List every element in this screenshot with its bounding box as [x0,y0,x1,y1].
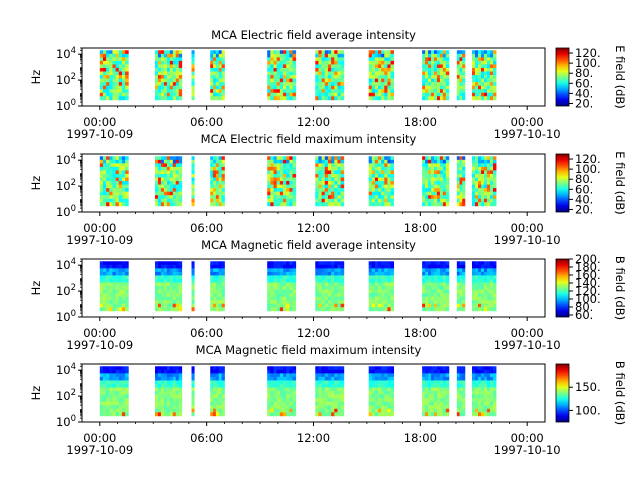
colorbar-tick-label: 60. [575,76,593,90]
x-tick-label: 00:00 [511,326,544,340]
x-tick-date: 1997-10-10 [494,233,561,247]
y-axis-label: Hz [29,176,43,191]
x-tick-date: 1997-10-09 [66,127,133,141]
x-tick-label: 00:00 [83,221,116,235]
colorbar-tick-label: 120. [575,284,601,298]
colorbar-tick-label: 180. [575,260,601,274]
x-tick-label: 00:00 [83,431,116,445]
x-tick-date: 1997-10-09 [66,233,133,247]
colorbar-tick-label: 120. [575,46,601,60]
colorbar-label: E field (dB) [613,151,627,215]
spectrogram-image [99,261,497,312]
y-tick-label: 102 [56,283,76,298]
panel-title: MCA Electric field maximum intensity [201,132,417,146]
spectrogram-image [99,156,497,207]
colorbar-tick-label: 80. [575,66,593,80]
y-tick-label: 102 [56,178,76,193]
colorbar [555,363,570,423]
spectrogram-image [99,50,497,101]
colorbar-tick-label: 140. [575,276,601,290]
panel-4: MCA Magnetic field maximum intensity Hz 10… [29,343,627,457]
x-tick-date: 1997-10-10 [494,443,561,457]
x-tick-label: 18:00 [404,431,437,445]
colorbar-tick-label: 20. [575,96,593,110]
x-tick-label: 06:00 [190,221,223,235]
colorbar-tick-label: 160. [575,268,601,282]
colorbar [555,153,570,213]
x-tick-label: 00:00 [511,115,544,129]
y-tick-label: 104 [56,46,76,61]
colorbar-label: B field (dB) [613,256,627,320]
x-tick-label: 12:00 [297,431,330,445]
colorbar-tick-label: 20. [575,202,593,216]
colorbar-tick-label: 100. [575,292,601,306]
x-tick-label: 12:00 [297,326,330,340]
colorbar-label: E field (dB) [613,45,627,109]
colorbar-tick-label: 80. [575,172,593,186]
y-tick-label: 100 [56,309,76,324]
panel-title: MCA Magnetic field maximum intensity [196,343,422,357]
y-tick-label: 104 [56,257,76,272]
colorbar-tick-label: 100. [575,162,601,176]
panel-2: MCA Electric field maximum intensity Hz 10… [29,132,627,247]
x-tick-label: 12:00 [297,221,330,235]
x-tick-date: 1997-10-10 [494,338,561,352]
x-tick-date: 1997-10-10 [494,127,561,141]
x-tick-label: 06:00 [190,431,223,445]
colorbar-tick-label: 100. [575,56,601,70]
colorbar-tick-label: 40. [575,86,593,100]
y-tick-label: 104 [56,152,76,167]
y-tick-label: 100 [56,414,76,429]
y-axis-label: Hz [29,386,43,401]
x-tick-label: 18:00 [404,326,437,340]
panel-title: MCA Magnetic field average intensity [201,238,416,252]
colorbar [555,258,570,318]
colorbar-tick-label: 100. [575,403,601,417]
x-tick-label: 06:00 [190,115,223,129]
colorbar-tick-label: 60. [575,308,593,322]
x-tick-label: 18:00 [404,221,437,235]
colorbar [555,47,570,107]
x-tick-label: 06:00 [190,326,223,340]
colorbar-tick-label: 40. [575,192,593,206]
x-tick-label: 18:00 [404,115,437,129]
panel-1: MCA Electric field average intensity Hz 10… [29,28,627,141]
colorbar-label: B field (dB) [613,361,627,425]
y-axis-label: Hz [29,281,43,296]
x-tick-label: 00:00 [83,115,116,129]
x-tick-label: 00:00 [511,431,544,445]
x-tick-label: 00:00 [511,221,544,235]
colorbar-tick-label: 150. [575,380,601,394]
y-tick-label: 100 [56,204,76,219]
colorbar-tick-label: 200. [575,252,601,266]
panel-title: MCA Electric field average intensity [211,28,416,42]
colorbar-tick-label: 80. [575,300,593,314]
y-tick-label: 102 [56,388,76,403]
y-tick-label: 104 [56,362,76,377]
y-tick-label: 102 [56,72,76,87]
colorbar-tick-label: 60. [575,182,593,196]
panel-3: MCA Magnetic field average intensity Hz 10… [29,238,627,352]
spectrogram-image [99,366,497,417]
colorbar-tick-label: 120. [575,152,601,166]
y-tick-label: 100 [56,98,76,113]
y-axis-label: Hz [29,70,43,85]
x-tick-label: 12:00 [297,115,330,129]
x-tick-date: 1997-10-09 [66,338,133,352]
x-tick-date: 1997-10-09 [66,443,133,457]
x-tick-label: 00:00 [83,326,116,340]
